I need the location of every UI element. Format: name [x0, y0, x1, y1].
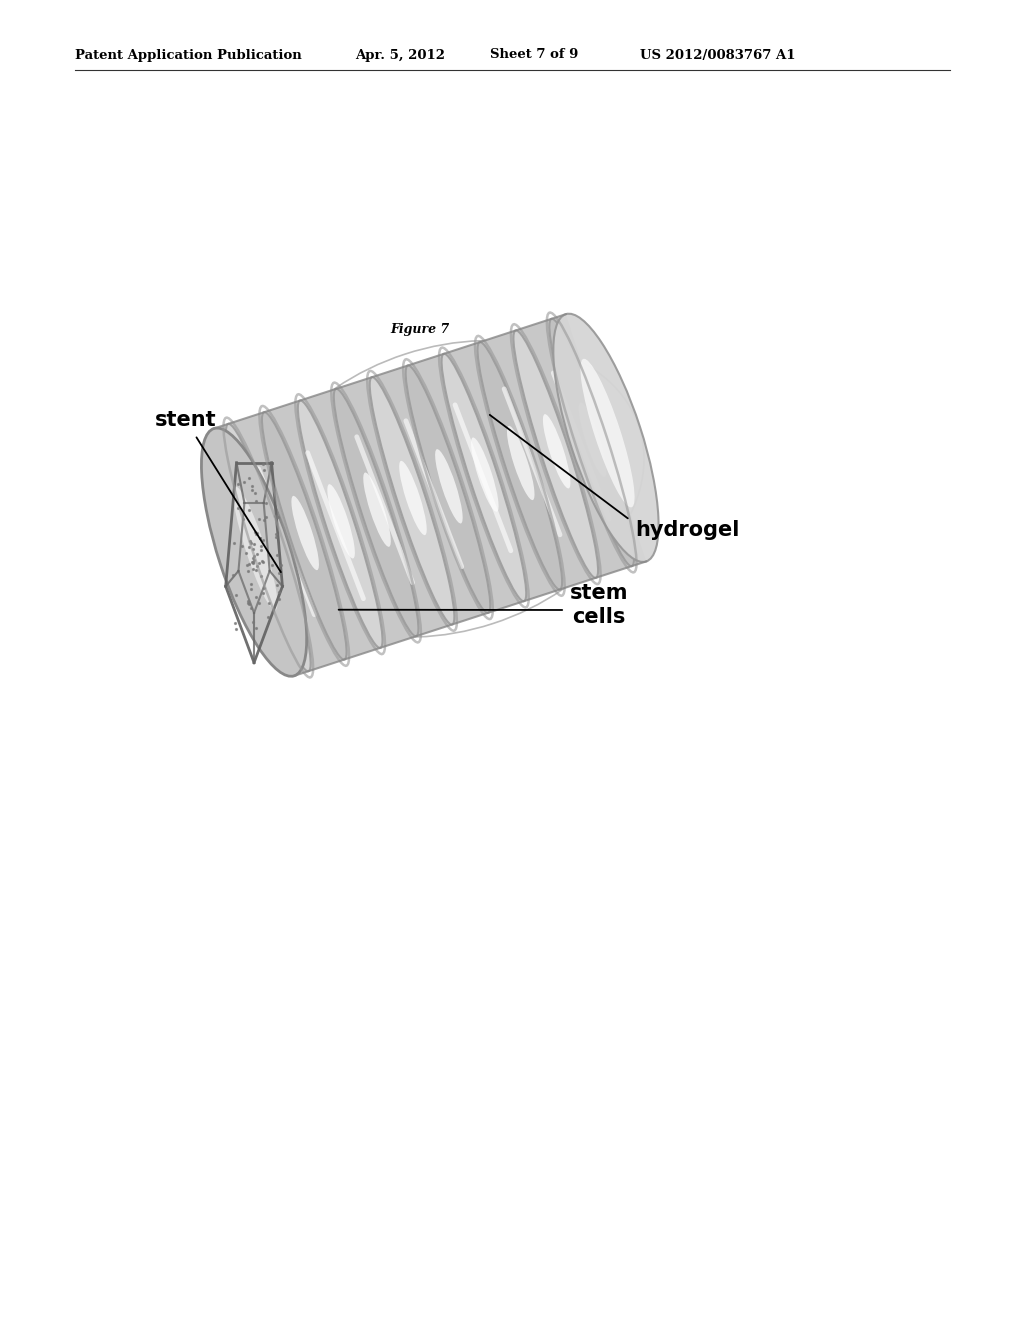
Ellipse shape	[507, 426, 535, 500]
Ellipse shape	[435, 449, 463, 524]
Text: stem
cells: stem cells	[570, 583, 629, 627]
Ellipse shape	[233, 487, 278, 610]
Text: stent: stent	[155, 411, 217, 430]
Ellipse shape	[255, 507, 283, 582]
Ellipse shape	[553, 314, 658, 562]
Ellipse shape	[477, 342, 562, 590]
Ellipse shape	[298, 400, 383, 648]
Ellipse shape	[549, 318, 634, 566]
Text: hydrogel: hydrogel	[635, 520, 739, 540]
Ellipse shape	[334, 389, 419, 636]
Text: Figure 7: Figure 7	[390, 323, 450, 337]
Ellipse shape	[328, 484, 355, 558]
Ellipse shape	[581, 359, 635, 507]
Polygon shape	[214, 314, 646, 676]
Ellipse shape	[370, 378, 455, 624]
Ellipse shape	[226, 424, 310, 672]
Ellipse shape	[364, 473, 391, 546]
Ellipse shape	[543, 414, 570, 488]
Ellipse shape	[441, 354, 526, 601]
Ellipse shape	[513, 330, 598, 578]
Ellipse shape	[471, 437, 499, 512]
Ellipse shape	[579, 403, 606, 477]
Text: Apr. 5, 2012: Apr. 5, 2012	[355, 49, 445, 62]
Text: Patent Application Publication: Patent Application Publication	[75, 49, 302, 62]
Ellipse shape	[292, 496, 318, 570]
Ellipse shape	[202, 428, 306, 676]
Ellipse shape	[262, 412, 346, 660]
Ellipse shape	[406, 366, 490, 612]
Text: US 2012/0083767 A1: US 2012/0083767 A1	[640, 49, 796, 62]
Text: Sheet 7 of 9: Sheet 7 of 9	[490, 49, 579, 62]
Ellipse shape	[399, 461, 427, 535]
